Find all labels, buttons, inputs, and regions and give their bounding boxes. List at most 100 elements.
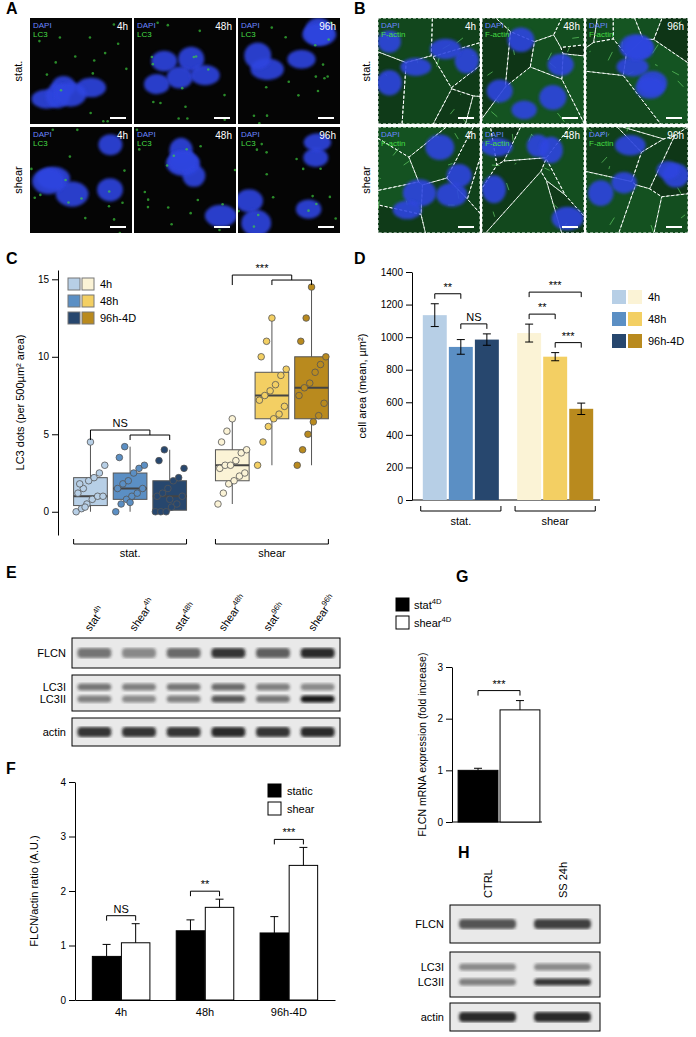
speck: [147, 198, 150, 201]
label-sup: 96h: [269, 600, 284, 616]
bar: [569, 409, 593, 500]
speck: [181, 87, 184, 90]
point: [321, 400, 328, 407]
nucleus: [144, 74, 170, 94]
point: [278, 372, 285, 379]
micrograph: [134, 18, 236, 124]
band-label: actin: [43, 726, 66, 738]
tick-label: 1000: [381, 332, 404, 343]
point: [161, 446, 168, 453]
point: [312, 369, 319, 376]
tick-mark: [69, 837, 75, 838]
speck: [238, 210, 240, 213]
image-background: [134, 18, 236, 124]
legend-label: 48h: [100, 295, 118, 307]
speck: [323, 77, 326, 80]
nucleus: [241, 210, 271, 233]
nucleus: [482, 138, 513, 156]
cell: [654, 194, 688, 233]
label-sup: 96h: [320, 592, 335, 608]
channel-label: F-actin: [485, 139, 509, 148]
point: [310, 419, 317, 426]
fiber: [608, 52, 612, 60]
bar: [543, 357, 567, 500]
point: [125, 477, 132, 484]
time-label: 48h: [563, 21, 580, 32]
fiber: [655, 65, 658, 66]
point: [141, 462, 148, 469]
legend-swatch: [396, 598, 409, 611]
fiber: [515, 163, 517, 165]
tick-label: 1: [437, 765, 443, 776]
tick-mark: [406, 467, 412, 468]
median: [255, 395, 289, 397]
tick: 15: [38, 274, 58, 285]
band: [534, 964, 591, 971]
point: [130, 470, 137, 477]
channel-label: LC3: [33, 139, 48, 148]
tick-label: 5: [43, 429, 49, 440]
band: [534, 979, 591, 986]
tick-label: 3: [60, 831, 66, 842]
channel-label: LC3: [33, 30, 48, 39]
band: [211, 727, 245, 737]
speck: [198, 30, 201, 33]
fiber: [678, 81, 684, 87]
channel-label: F-actin: [381, 30, 405, 39]
channel-label: F-actin: [381, 139, 405, 148]
point: [296, 392, 303, 399]
channel-label: F-actin: [485, 30, 509, 39]
time-label: 4h: [465, 130, 476, 141]
point: [263, 338, 270, 345]
speck: [167, 206, 170, 209]
label-sup: 48h: [230, 592, 245, 608]
axis-title: FLCN mRNA expression (fold increase): [416, 653, 428, 837]
speck: [223, 94, 226, 97]
speck: [151, 56, 154, 59]
speck: [38, 40, 41, 43]
point: [256, 397, 263, 404]
band: [301, 648, 335, 658]
label-sup: 4h: [91, 604, 103, 616]
tick-label: 0: [43, 506, 49, 517]
axis-title: LC3 dots (per 500µm² area): [14, 335, 26, 471]
blot-strip: [72, 675, 340, 711]
blot-strip: [72, 718, 340, 746]
speck: [195, 55, 198, 58]
point: [96, 470, 103, 477]
group-label: stat.: [120, 547, 141, 559]
image-background: [134, 127, 236, 233]
speck: [51, 128, 54, 131]
band: [534, 1012, 591, 1022]
speck: [119, 232, 122, 233]
band-label: LC3I: [421, 961, 444, 973]
tick-mark: [69, 1000, 75, 1001]
speck: [326, 75, 329, 78]
band: [167, 648, 201, 658]
nucleus: [619, 34, 652, 59]
nucleus: [190, 65, 219, 85]
fiber: [378, 201, 380, 209]
speck: [197, 199, 200, 202]
speck: [221, 203, 224, 206]
fiber: [672, 71, 679, 75]
channel-label: LC3: [241, 30, 256, 39]
band: [122, 648, 156, 658]
point: [267, 388, 274, 395]
speck: [284, 36, 287, 39]
label-base: shear: [216, 603, 242, 633]
micrograph: [586, 127, 688, 233]
scale-bar: [318, 226, 334, 228]
nucleus: [657, 161, 680, 179]
nucleus: [97, 178, 123, 201]
tick-label: 400: [386, 430, 403, 441]
point: [323, 353, 330, 360]
speck: [319, 168, 322, 171]
image-background: [586, 18, 688, 124]
legend-label: shear: [287, 803, 315, 815]
error-bar: [431, 304, 439, 327]
panel-g: G0123FLCN mRNA expression (fold increase…: [396, 568, 542, 836]
point: [215, 501, 222, 508]
tick-label: 2: [60, 886, 66, 897]
fiber: [544, 168, 549, 170]
